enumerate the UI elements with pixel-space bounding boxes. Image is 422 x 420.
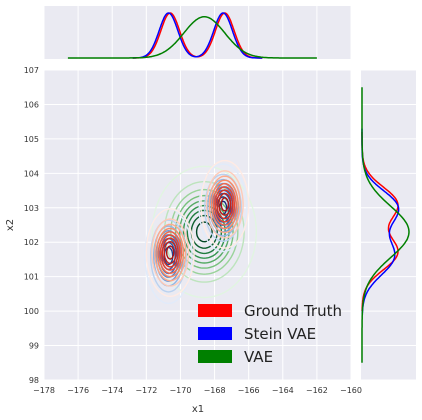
contour-line: [166, 197, 229, 260]
legend-swatch: [198, 304, 232, 317]
x-tick-label: −164: [272, 386, 294, 395]
contour-line: [154, 175, 241, 282]
contour-line: [160, 186, 235, 271]
top-marginal-curves: [67, 12, 317, 59]
y-tick-label: 98: [29, 376, 39, 385]
top-marginal-curve: [67, 16, 317, 59]
legend-label: VAE: [244, 348, 273, 366]
legend: Ground Truth Stein VAE VAE: [198, 302, 342, 366]
x-tick-label: −160: [340, 386, 362, 395]
legend-swatch: [198, 327, 232, 340]
y-tick-label: 106: [24, 100, 39, 109]
kde-contours: [144, 159, 257, 305]
contour-line: [151, 170, 244, 287]
right-marginal-curve: [361, 87, 410, 363]
y-axis-label: x2: [5, 219, 16, 231]
x-tick-label: −176: [67, 386, 89, 395]
y-axis-ticks: 98 99 100 101 102 103 104 105 106 107: [24, 66, 39, 385]
contour-line: [163, 192, 232, 265]
x-axis-ticks: −178 −176 −174 −172 −170 −168 −166 −164 −162 −160: [33, 386, 362, 395]
joint-plot-background: [44, 70, 351, 380]
y-tick-label: 102: [24, 238, 39, 247]
x-tick-label: −162: [306, 386, 328, 395]
y-tick-label: 100: [24, 307, 39, 316]
contour-line: [156, 179, 239, 278]
legend-swatch: [198, 350, 232, 363]
x-tick-label: −172: [135, 386, 157, 395]
y-tick-label: 105: [24, 135, 39, 144]
x-tick-label: −168: [204, 386, 226, 395]
contour-line: [145, 159, 250, 297]
x-tick-label: −174: [101, 386, 123, 395]
right-marginal-curves: [361, 87, 410, 363]
legend-label: Ground Truth: [244, 302, 342, 320]
y-tick-label: 101: [24, 273, 39, 282]
x-tick-label: −178: [33, 386, 55, 395]
contour-line: [158, 182, 237, 274]
x-tick-label: −170: [169, 386, 191, 395]
x-tick-label: −166: [238, 386, 260, 395]
y-tick-label: 104: [24, 169, 39, 178]
y-tick-label: 107: [24, 66, 39, 75]
y-tick-label: 99: [29, 342, 39, 351]
contour-line: [195, 221, 213, 243]
y-tick-label: 103: [24, 204, 39, 213]
x-axis-label: x1: [192, 404, 204, 415]
contour-line: [161, 189, 234, 268]
contour-series: [145, 159, 250, 297]
top-marginal-background: [44, 6, 351, 59]
joint-gridlines: [43, 69, 352, 381]
legend-label: Stein VAE: [244, 325, 316, 343]
right-marginal-gridlines: [361, 69, 416, 381]
